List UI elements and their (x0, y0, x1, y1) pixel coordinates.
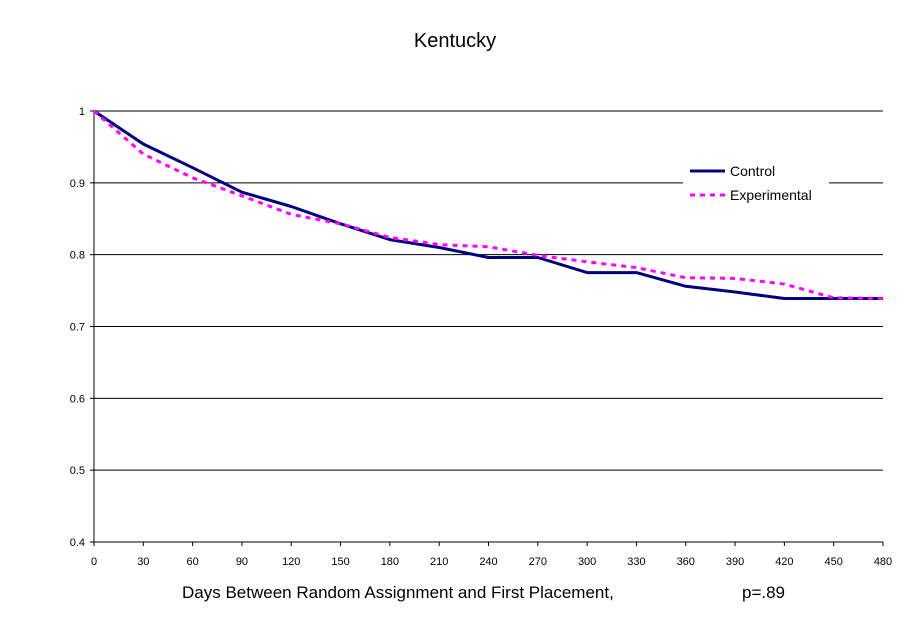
x-tick-label-9: 270 (529, 556, 547, 568)
legend-label-experimental: Experimental (730, 187, 812, 203)
x-tick-label-2: 60 (187, 556, 199, 568)
x-tick-label-12: 360 (677, 556, 695, 568)
x-tick-label-7: 210 (430, 556, 448, 568)
x-tick-label-3: 90 (236, 556, 248, 568)
series-line-experimental (93, 109, 884, 300)
x-tick-label-10: 300 (578, 556, 596, 568)
x-tick-label-6: 180 (381, 556, 399, 568)
x-tick-label-14: 420 (775, 556, 793, 568)
y-tick-labels: 0.4 0.5 0.6 0.7 0.8 0.9 1 (70, 106, 85, 549)
y-tick-label-5: 0.9 (70, 178, 85, 190)
x-tick-label-5: 150 (331, 556, 349, 568)
x-tick-label-4: 120 (282, 556, 300, 568)
y-tick-label-6: 1 (79, 106, 85, 118)
series-lines (93, 109, 884, 300)
legend: Control Experimental (683, 160, 829, 208)
chart-title: Kentucky (414, 30, 496, 52)
y-tick-label-2: 0.6 (70, 393, 85, 405)
x-tick-label-16: 480 (874, 556, 892, 568)
series-line-control (93, 109, 883, 300)
p-value-note: p=.89 (742, 583, 785, 602)
y-tick-label-4: 0.8 (70, 250, 85, 262)
x-tick-labels: 0 30 60 90 120 150 180 210 240 270 300 330 360 390 420… (91, 556, 892, 568)
x-tick-label-11: 330 (627, 556, 645, 568)
x-tick-label-15: 450 (825, 556, 843, 568)
axes (90, 110, 884, 546)
x-tick-label-0: 0 (91, 556, 97, 568)
y-tick-label-1: 0.5 (70, 465, 85, 477)
x-tick-label-13: 390 (726, 556, 744, 568)
x-tick-label-8: 240 (479, 556, 497, 568)
legend-label-control: Control (730, 163, 775, 179)
y-tick-label-3: 0.7 (70, 322, 85, 334)
y-tick-label-0: 0.4 (70, 537, 85, 549)
x-axis-label: Days Between Random Assignment and First… (182, 583, 614, 602)
legend-box (683, 160, 829, 208)
x-tick-label-1: 30 (137, 556, 149, 568)
